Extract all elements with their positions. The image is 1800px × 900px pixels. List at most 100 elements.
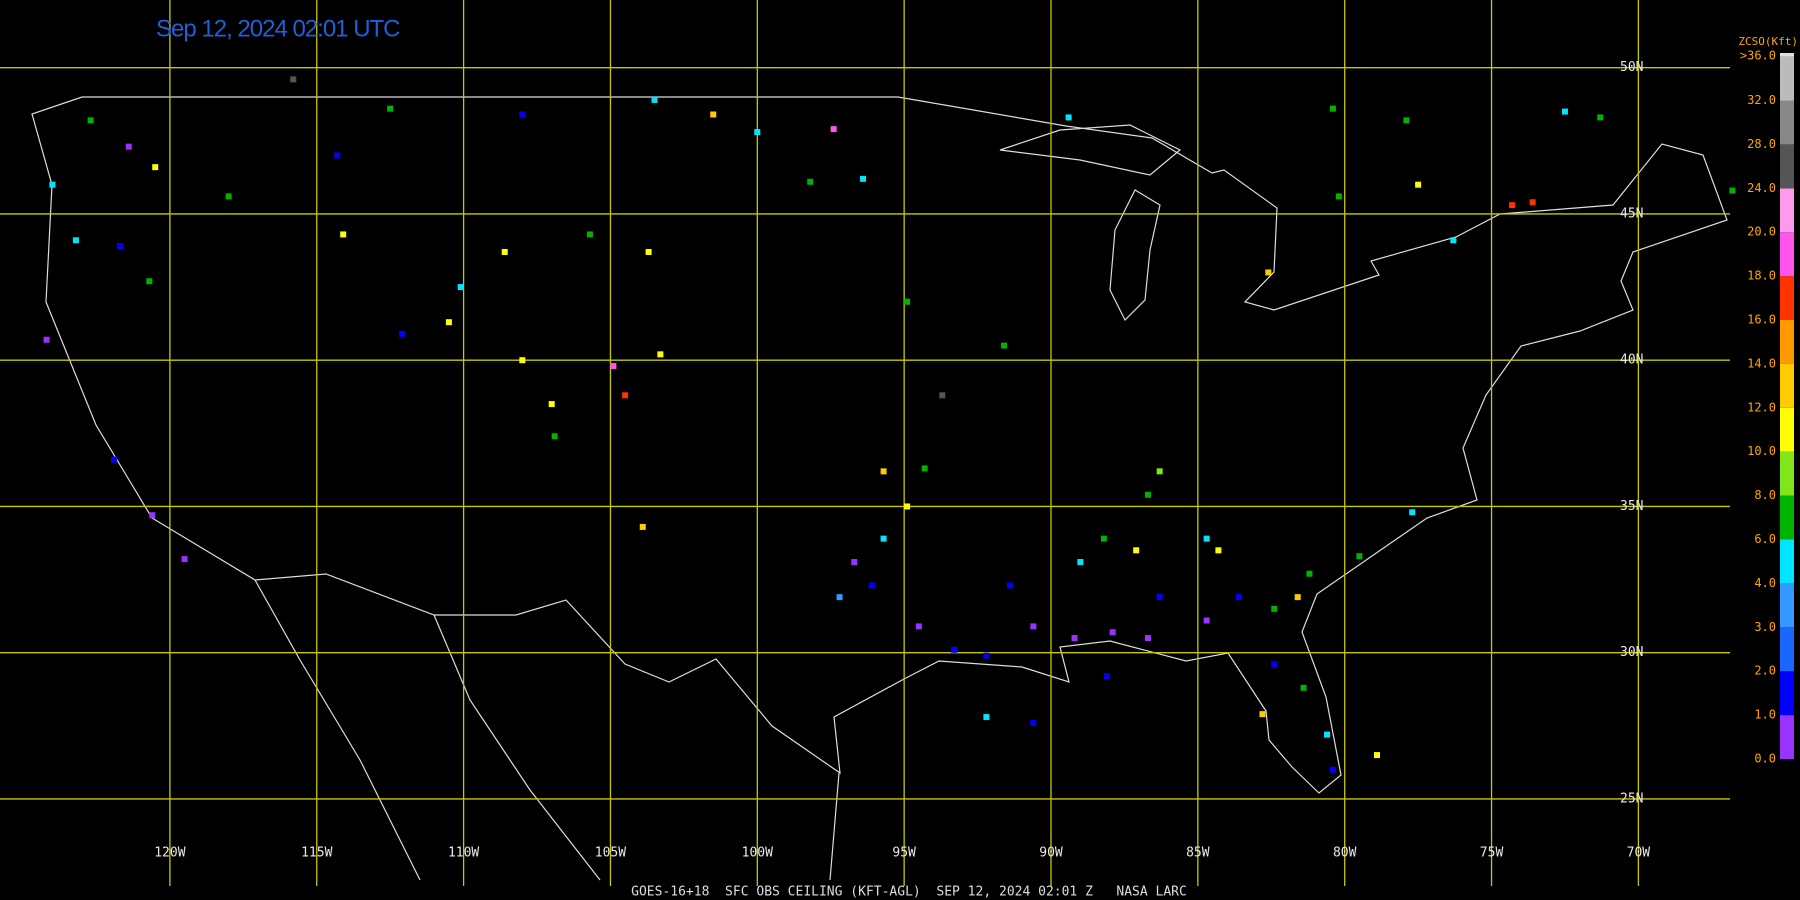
station bbox=[125, 143, 132, 150]
station bbox=[1529, 199, 1536, 206]
station bbox=[501, 248, 508, 255]
station bbox=[1156, 468, 1163, 475]
station bbox=[586, 231, 593, 238]
station bbox=[1144, 491, 1151, 498]
station bbox=[983, 652, 990, 659]
coastline bbox=[31, 96, 1728, 881]
station bbox=[639, 523, 646, 530]
station bbox=[1203, 617, 1210, 624]
legend-label: 24.0 bbox=[1747, 181, 1776, 195]
station bbox=[836, 594, 843, 601]
legend-label: 28.0 bbox=[1747, 137, 1776, 151]
legend: ZCSO(Kft) 0.0 1.0 2.0 3.0 4.0 6.0 8.0 10.0 12.0 14… bbox=[1738, 35, 1798, 766]
legend-swatch bbox=[1780, 671, 1794, 716]
latitude-label: 25N bbox=[1620, 791, 1643, 806]
longitude-label: 85W bbox=[1186, 846, 1210, 861]
us-outline bbox=[31, 96, 1728, 794]
station bbox=[1259, 711, 1266, 718]
station bbox=[1300, 684, 1307, 691]
station bbox=[754, 129, 761, 136]
legend-label: 32.0 bbox=[1747, 93, 1776, 107]
legend-label: 3.0 bbox=[1754, 620, 1776, 634]
legend-label: 0.0 bbox=[1754, 752, 1776, 766]
station bbox=[1156, 594, 1163, 601]
station bbox=[657, 351, 664, 358]
station bbox=[146, 278, 153, 285]
station bbox=[340, 231, 347, 238]
station bbox=[181, 556, 188, 563]
station bbox=[651, 96, 658, 103]
station bbox=[860, 175, 867, 182]
station bbox=[1335, 193, 1342, 200]
station bbox=[622, 392, 629, 399]
lake-michigan bbox=[1109, 189, 1161, 322]
station bbox=[1203, 535, 1210, 542]
station bbox=[519, 357, 526, 364]
legend-swatch bbox=[1780, 100, 1794, 145]
station bbox=[152, 164, 159, 171]
legend-swatch bbox=[1780, 363, 1794, 408]
station bbox=[851, 559, 858, 566]
station bbox=[334, 152, 341, 159]
longitude-label: 110W bbox=[448, 846, 479, 861]
station bbox=[880, 468, 887, 475]
station bbox=[1100, 535, 1107, 542]
station bbox=[87, 117, 94, 124]
longitude-label: 80W bbox=[1333, 846, 1357, 861]
station bbox=[904, 298, 911, 305]
station bbox=[1509, 202, 1516, 209]
station bbox=[43, 336, 50, 343]
legend-swatch bbox=[1780, 144, 1794, 189]
legend-label: 10.0 bbox=[1747, 444, 1776, 458]
station bbox=[1144, 635, 1151, 642]
station bbox=[1109, 629, 1116, 636]
station bbox=[1235, 594, 1242, 601]
legend-label: 1.0 bbox=[1754, 708, 1776, 722]
station bbox=[1030, 719, 1037, 726]
longitude-label: 120W bbox=[154, 846, 185, 861]
station bbox=[1133, 547, 1140, 554]
latitude-label: 50N bbox=[1620, 60, 1643, 75]
longitude-label: 70W bbox=[1627, 846, 1651, 861]
legend-label: 2.0 bbox=[1754, 664, 1776, 678]
station bbox=[983, 714, 990, 721]
mexico-coast bbox=[254, 579, 840, 881]
legend-swatch bbox=[1780, 407, 1794, 452]
station bbox=[1271, 605, 1278, 612]
station bbox=[1409, 509, 1416, 516]
station bbox=[398, 330, 405, 337]
lake-superior bbox=[999, 124, 1182, 176]
station bbox=[548, 401, 555, 408]
station bbox=[1001, 342, 1008, 349]
legend-label: 20.0 bbox=[1747, 225, 1776, 239]
station bbox=[1324, 731, 1331, 738]
latitude-label: 35N bbox=[1620, 499, 1643, 514]
station bbox=[111, 456, 118, 463]
legend-swatch bbox=[1780, 188, 1794, 233]
legend-label: >36.0 bbox=[1740, 49, 1776, 63]
legend-swatch bbox=[1780, 451, 1794, 496]
legend-label: 16.0 bbox=[1747, 313, 1776, 327]
legend-swatch bbox=[1780, 53, 1794, 57]
station bbox=[1071, 635, 1078, 642]
station bbox=[921, 465, 928, 472]
station bbox=[49, 181, 56, 188]
station bbox=[645, 248, 652, 255]
legend-title: ZCSO(Kft) bbox=[1738, 35, 1798, 48]
longitude-label: 105W bbox=[595, 846, 626, 861]
station bbox=[1329, 105, 1336, 112]
station bbox=[868, 582, 875, 589]
station bbox=[72, 237, 79, 244]
station bbox=[1403, 117, 1410, 124]
station bbox=[1077, 559, 1084, 566]
station bbox=[1103, 673, 1110, 680]
station bbox=[116, 243, 123, 250]
title: Sep 12, 2024 02:01 UTC bbox=[156, 15, 400, 42]
station bbox=[1306, 570, 1313, 577]
station bbox=[1006, 582, 1013, 589]
footer: GOES-16+18 SFC OBS CEILING (KFT-AGL) SEP… bbox=[631, 885, 1187, 900]
longitude-label: 100W bbox=[742, 846, 773, 861]
legend-swatch bbox=[1780, 56, 1794, 101]
